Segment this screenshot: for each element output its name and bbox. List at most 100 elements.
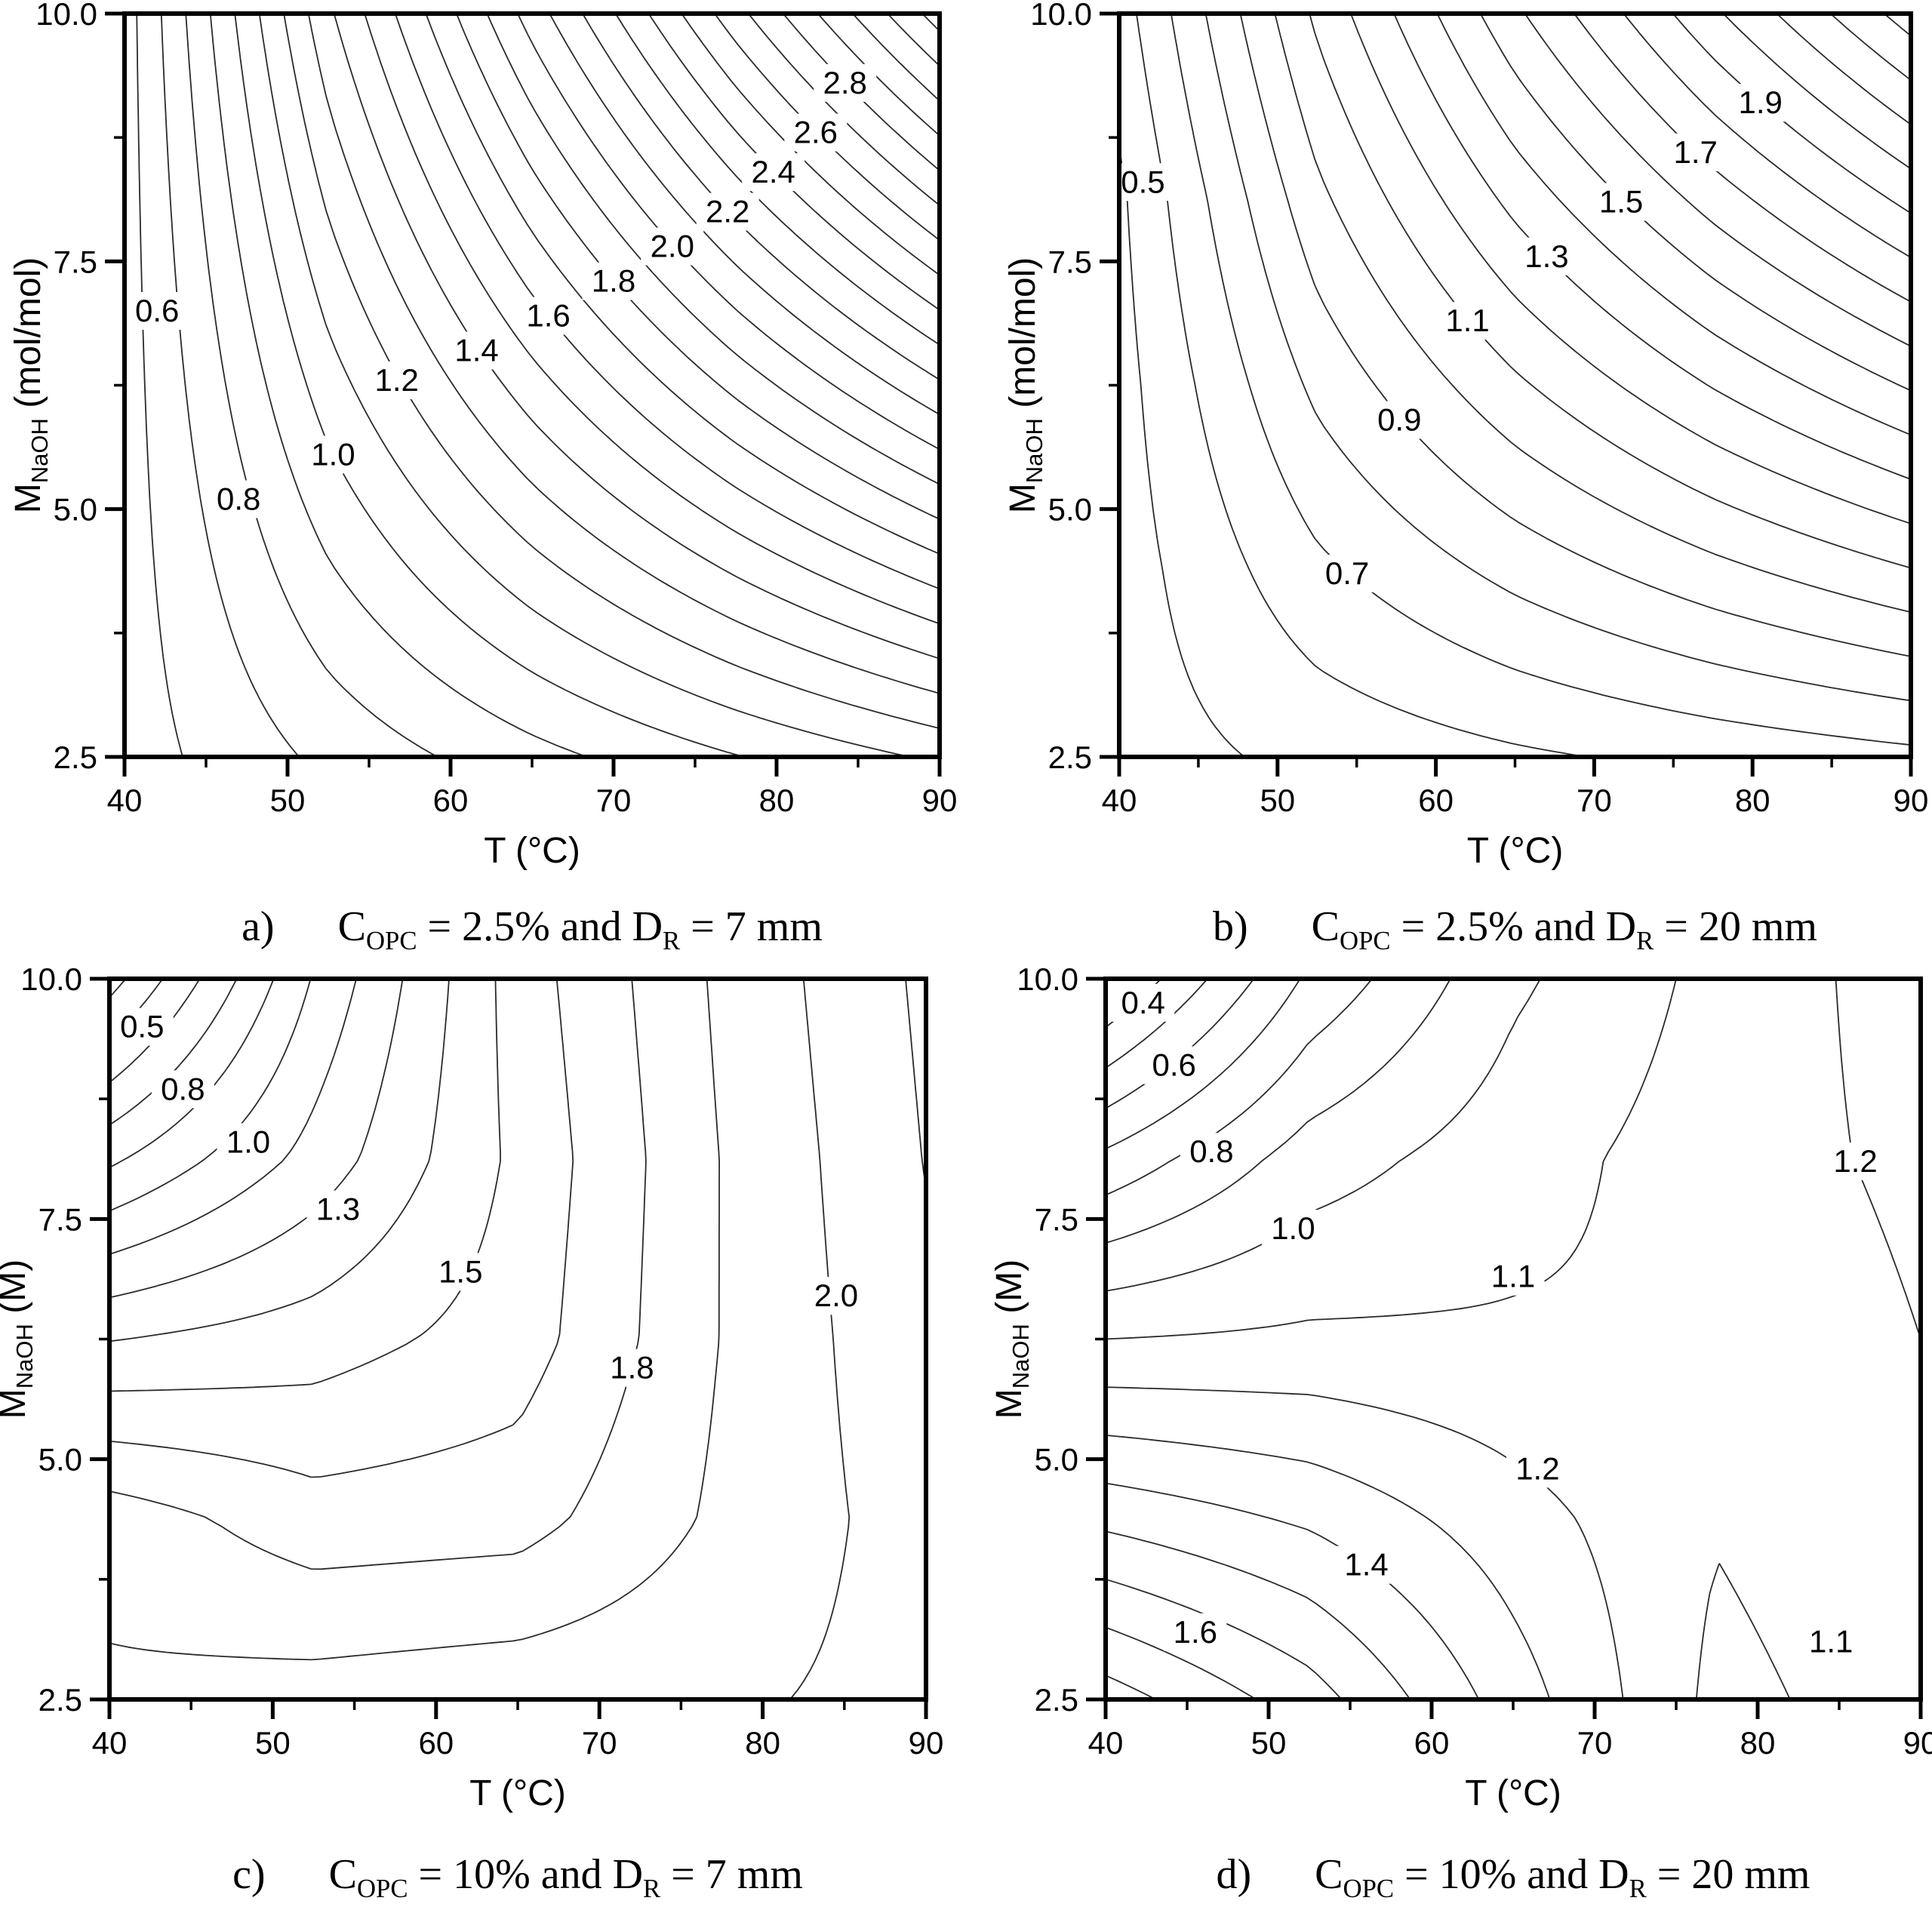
axes-c: 40 50 60 70 80 90 2.5 5.0 7.5 10.0: [20, 961, 943, 1761]
contour-label-mask: [1112, 983, 1175, 1022]
contour-label-mask: [641, 227, 704, 266]
contour-line: [1105, 978, 1301, 1150]
x-tick-label: 40: [1102, 783, 1137, 818]
y-axis-title: MNaOH (M): [989, 1259, 1034, 1419]
contour-label-mask: [1515, 237, 1578, 275]
contour-label-mask: [1824, 1142, 1887, 1180]
caption-b: b) COPC = 2.5% and DR = 20 mm: [1119, 903, 1911, 956]
x-tick-label: 80: [745, 1725, 780, 1761]
contour-label-mask: [1589, 183, 1653, 221]
contour-line: [1274, 13, 1912, 614]
contour-label-mask: [742, 153, 805, 192]
x-tick-label: 50: [255, 1725, 291, 1761]
caption-a-formula: COPC = 2.5% and DR = 7 mm: [337, 903, 823, 956]
contour-line: [921, 13, 940, 32]
y-tick-label: 2.5: [54, 740, 97, 775]
y-tick-label: 10.0: [1030, 0, 1092, 32]
y-tick-label: 5.0: [1035, 1442, 1078, 1478]
contour-label: 0.8: [217, 481, 260, 517]
axes-d: 40 50 60 70 80 90 2.5 5.0 7.5 10.0: [1017, 961, 1932, 1761]
contour-label: 1.0: [1271, 1210, 1315, 1246]
contour-line: [1105, 978, 1791, 1700]
contour-lines-a: [136, 13, 940, 758]
contour-label: 0.5: [1121, 164, 1164, 199]
contour-line: [136, 13, 183, 758]
x-tick-label: 70: [1577, 783, 1612, 818]
contour-line: [1350, 13, 1912, 524]
y-tick-label: 5.0: [38, 1442, 82, 1478]
contour-line: [1170, 13, 1912, 746]
contour-line: [1479, 13, 1912, 392]
caption-a-letter: a): [242, 903, 275, 950]
contour-label: 0.9: [1377, 401, 1421, 437]
y-tick-label: 10.0: [20, 961, 82, 997]
contour-label-mask: [445, 331, 509, 370]
contour-label: 2.0: [651, 229, 694, 264]
panel-b: 0.5 0.7 0.9 1.1 1.3 1.5 1.7 1.9 40 50 60 70 80 90 2.5 5…: [1003, 0, 1928, 871]
x-tick-label: 80: [1735, 783, 1770, 818]
contour-label-mask: [517, 297, 580, 335]
x-tick-label: 60: [433, 783, 469, 818]
x-tick-label: 40: [92, 1725, 128, 1761]
contour-label-mask: [1367, 401, 1431, 439]
contour-line: [109, 978, 357, 1255]
x-tick-label: 90: [1894, 783, 1929, 818]
x-axis-title: T (°C): [469, 1773, 566, 1813]
x-tick-label: 80: [759, 783, 795, 818]
contour-labels-b: 0.5 0.7 0.9 1.1 1.3 1.5 1.7 1.9: [1111, 84, 1792, 593]
contour-label-mask: [1799, 1622, 1863, 1661]
contour-line: [307, 13, 940, 694]
contour-label: 0.8: [161, 1071, 205, 1106]
contour-line: [1776, 13, 1912, 125]
caption-c-letter: c): [232, 1851, 266, 1898]
y-tick-label: 7.5: [38, 1201, 82, 1237]
x-axis-title: T (°C): [1465, 1773, 1561, 1813]
contour-line: [1105, 1434, 1551, 1700]
x-tick-label: 80: [1740, 1725, 1776, 1761]
contour-label-mask: [207, 480, 270, 518]
caption-b-letter: b): [1213, 903, 1248, 950]
contour-label: 1.1: [1491, 1259, 1535, 1294]
x-axis-title: T (°C): [484, 831, 580, 871]
x-tick-label: 50: [1260, 783, 1295, 818]
contour-label-mask: [110, 1007, 174, 1046]
contour-label-mask: [1164, 1613, 1227, 1651]
contour-label: 2.8: [823, 65, 867, 100]
contour-label: 0.6: [135, 293, 179, 328]
contour-line: [1105, 1675, 1156, 1700]
contour-line: [425, 13, 940, 555]
plot-border: [1117, 11, 1913, 759]
contour-label: 1.8: [592, 263, 635, 299]
contour-label-mask: [125, 292, 189, 330]
contour-labels-d: 0.4 0.6 0.8 1.0 1.1 1.2 1.2 1.4 1.6 1.1: [1112, 983, 1887, 1661]
contour-label: 1.6: [526, 298, 570, 334]
contour-label-mask: [582, 262, 645, 300]
contour-label-mask: [1315, 555, 1379, 593]
contour-line: [1393, 13, 1912, 480]
caption-d-formula: COPC = 10% and DR = 20 mm: [1315, 1851, 1810, 1904]
y-tick-label: 2.5: [38, 1682, 82, 1718]
panel-c: 0.5 0.8 1.0 1.3 1.5 1.8 2.0 40 50 60 70 80 90 2.5 5.0 7…: [0, 961, 943, 1813]
contour-label-mask: [1143, 1046, 1206, 1084]
contour-label-mask: [814, 63, 877, 102]
y-axis-title: MNaOH (mol/mol): [8, 257, 53, 513]
contour-line: [333, 13, 940, 660]
contour-labels-a: 0.6 0.8 1.0 1.2 1.4 1.6 1.8 2.0 2.22.4 2.6 2.8: [125, 63, 877, 518]
contour-label: 1.9: [1738, 85, 1782, 120]
contour-line: [1105, 1626, 1257, 1700]
axes-b: 40 50 60 70 80 90 2.5 5.0 7.5 10.0: [1030, 0, 1928, 818]
contour-label-mask: [1261, 1210, 1324, 1248]
y-tick-label: 7.5: [1048, 244, 1092, 279]
contour-line: [109, 978, 720, 1661]
contour-line: [1574, 13, 1912, 303]
contour-label-mask: [217, 1123, 280, 1161]
contour-line: [109, 978, 574, 1478]
contour-line: [1105, 978, 1921, 1700]
x-tick-label: 70: [582, 1725, 617, 1761]
x-tick-label: 70: [1577, 1725, 1613, 1761]
y-tick-label: 5.0: [1048, 492, 1092, 527]
y-tick-label: 2.5: [1035, 1682, 1078, 1718]
contour-label: 1.8: [610, 1350, 654, 1386]
